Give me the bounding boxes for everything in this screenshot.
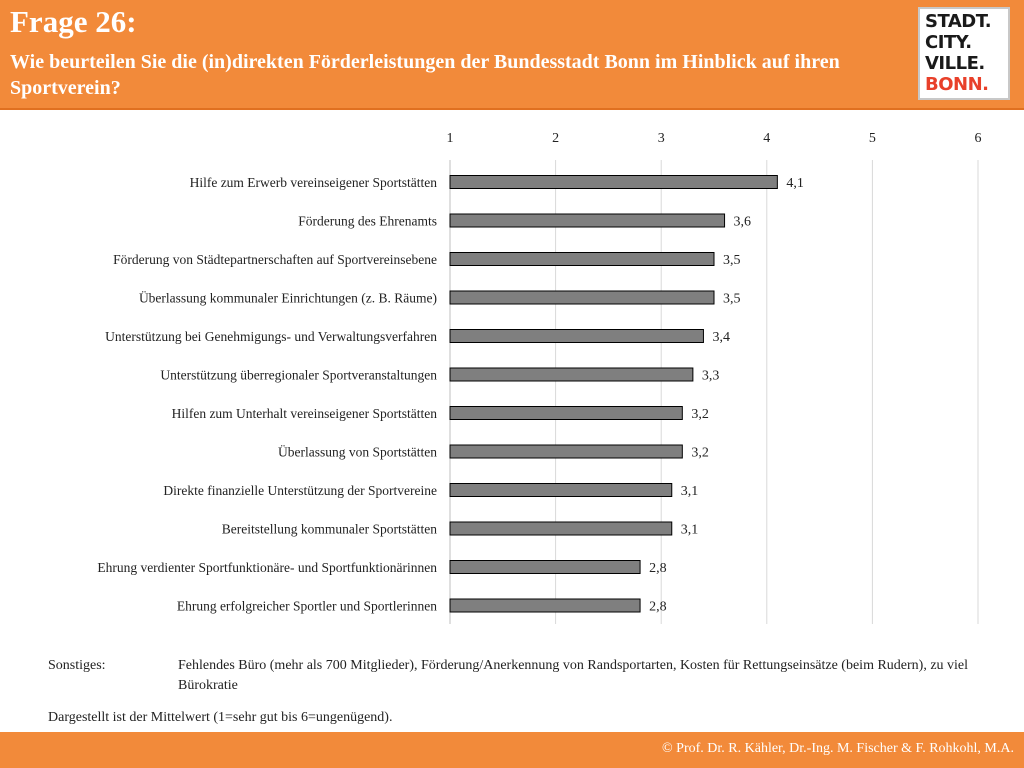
bar (449, 175, 778, 189)
x-tick-label: 4 (763, 131, 770, 146)
x-tick-label: 1 (447, 131, 454, 146)
value-label: 3,5 (723, 253, 741, 268)
x-tick-label: 2 (552, 131, 559, 146)
page-subtitle: Wie beurteilen Sie die (in)direkten Förd… (10, 51, 840, 99)
value-label: 3,4 (712, 330, 730, 345)
value-label: 3,2 (691, 407, 709, 422)
bar (449, 598, 641, 613)
value-label: 3,1 (681, 523, 699, 538)
category-label: Direkte finanzielle Unterstützung der Sp… (163, 483, 437, 498)
logo-line-1: STADT. (925, 11, 992, 32)
category-label: Überlassung kommunaler Einrichtungen (z.… (139, 291, 437, 306)
bar-chart: 1 2 3 4 5 6 Hilfe zum Erwerb vereinseigener Sp… (97, 131, 982, 624)
category-label: Unterstützung bei Genehmigungs- und Verw… (105, 329, 437, 344)
bonn-logo: STADT. CITY. VILLE. BONN. (918, 7, 1010, 100)
category-label: Überlassung von Sportstätten (278, 445, 437, 460)
value-label: 3,2 (691, 446, 709, 461)
bar (449, 252, 715, 266)
notes-text: Fehlendes Büro (mehr als 700 Mitglieder)… (178, 658, 969, 693)
category-label: Förderung des Ehrenamts (298, 214, 437, 229)
value-label: 4,1 (786, 176, 804, 191)
category-label: Ehrung erfolgreicher Sportler und Sportl… (177, 599, 437, 614)
x-tick-label: 5 (869, 131, 876, 146)
bar (449, 406, 683, 420)
footer-bar: © Prof. Dr. R. Kähler, Dr.-Ing. M. Fisch… (0, 732, 1024, 768)
bar (449, 483, 673, 497)
category-label: Förderung von Städtepartnerschaften auf … (113, 252, 437, 267)
bar (449, 521, 673, 536)
footnote: Dargestellt ist der Mittelwert (1=sehr g… (48, 710, 393, 725)
value-label: 2,8 (649, 600, 667, 615)
logo-line-4: BONN. (925, 74, 989, 95)
bar (449, 444, 683, 459)
notes-label: Sonstiges: (48, 658, 106, 673)
bar (449, 367, 694, 382)
x-tick-label: 6 (975, 131, 982, 146)
bar (449, 290, 715, 305)
bar (449, 213, 726, 228)
header-bar: Frage 26: Wie beurteilen Sie die (in)dir… (0, 0, 1024, 110)
category-label: Hilfen zum Unterhalt vereinseigener Spor… (172, 406, 438, 421)
bar (449, 560, 641, 574)
logo-line-3: VILLE. (925, 53, 985, 74)
value-label: 3,3 (702, 369, 720, 384)
category-label: Unterstützung überregionaler Sportverans… (160, 368, 437, 383)
value-label: 3,5 (723, 292, 741, 307)
value-label: 3,1 (681, 484, 699, 499)
category-label: Bereitstellung kommunaler Sportstätten (222, 522, 437, 537)
value-label: 2,8 (649, 561, 667, 576)
bar (449, 329, 704, 343)
logo-line-2: CITY. (925, 32, 972, 53)
category-label: Ehrung verdienter Sportfunktionäre- und … (97, 560, 437, 575)
page-title: Frage 26: (10, 4, 137, 39)
value-label: 3,6 (734, 215, 752, 230)
x-tick-label: 3 (658, 131, 665, 146)
copyright-text: © Prof. Dr. R. Kähler, Dr.-Ing. M. Fisch… (662, 741, 1014, 756)
category-label: Hilfe zum Erwerb vereinseigener Sportstä… (190, 175, 438, 190)
